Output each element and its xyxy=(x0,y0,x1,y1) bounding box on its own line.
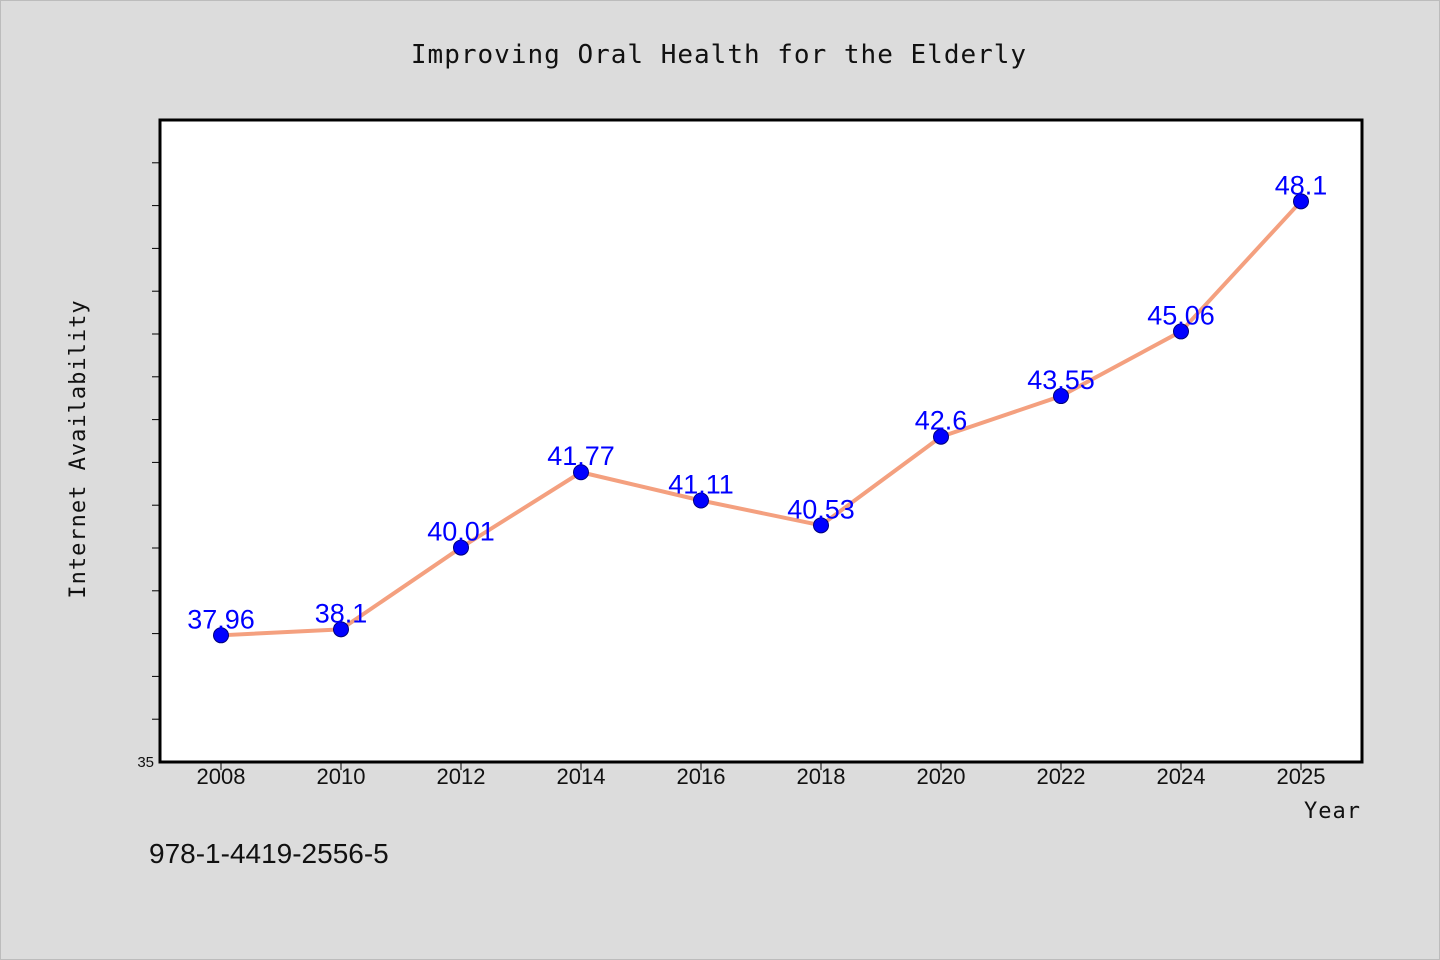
x-tick-label: 2022 xyxy=(1037,764,1086,789)
x-tick-label: 2025 xyxy=(1277,764,1326,789)
series-line-layer xyxy=(219,199,1303,638)
x-tick-label: 2008 xyxy=(197,764,246,789)
data-label: 42.6 xyxy=(915,406,968,436)
data-label: 45.06 xyxy=(1147,300,1215,330)
chart-title: Improving Oral Health for the Elderly xyxy=(411,40,1027,70)
data-labels: 37.96 38.1 40.01 41.77 41.11 40.53 42.6 43.55 45… xyxy=(187,170,1327,634)
y-axis-ticks xyxy=(152,162,160,720)
data-point-marker xyxy=(453,539,469,556)
data-label: 40.01 xyxy=(427,517,495,547)
series-line xyxy=(219,199,1303,638)
x-tick-label: 2016 xyxy=(677,764,726,789)
plot-area xyxy=(158,118,1364,764)
data-label: 48.1 xyxy=(1275,170,1328,200)
x-tick-label: 2012 xyxy=(437,764,486,789)
data-point-marker xyxy=(573,464,589,481)
data-point-marker xyxy=(213,627,229,644)
x-tick-label: 2024 xyxy=(1157,764,1206,789)
data-point-marker xyxy=(1293,193,1309,210)
isbn-text: 978-1-4419-2556-5 xyxy=(149,838,389,869)
data-markers xyxy=(213,193,1309,644)
y-axis-label: Internet Availability xyxy=(66,299,91,598)
x-tick-label: 2018 xyxy=(797,764,846,789)
data-label: 41.77 xyxy=(547,441,615,471)
data-label: 37.96 xyxy=(187,604,255,634)
data-label: 40.53 xyxy=(787,494,855,524)
x-axis-ticks: 2008 2010 2012 2014 2016 2018 2020 2022 2024 2025 xyxy=(197,762,1326,789)
data-label: 43.55 xyxy=(1027,365,1095,395)
x-axis-label: Year xyxy=(1304,799,1361,824)
data-point-marker xyxy=(1053,388,1069,405)
x-tick-label: 2020 xyxy=(917,764,966,789)
x-tick-label: 2010 xyxy=(317,764,366,789)
x-tick-label: 2014 xyxy=(557,764,606,789)
y-tick-label-min: 35 xyxy=(137,754,154,771)
data-point-marker xyxy=(813,517,829,534)
data-point-marker xyxy=(1173,323,1189,340)
data-label: 41.11 xyxy=(668,469,734,499)
data-point-marker xyxy=(933,428,949,445)
data-label: 38.1 xyxy=(315,598,368,628)
data-point-marker xyxy=(693,492,709,509)
data-point-marker xyxy=(333,621,349,638)
